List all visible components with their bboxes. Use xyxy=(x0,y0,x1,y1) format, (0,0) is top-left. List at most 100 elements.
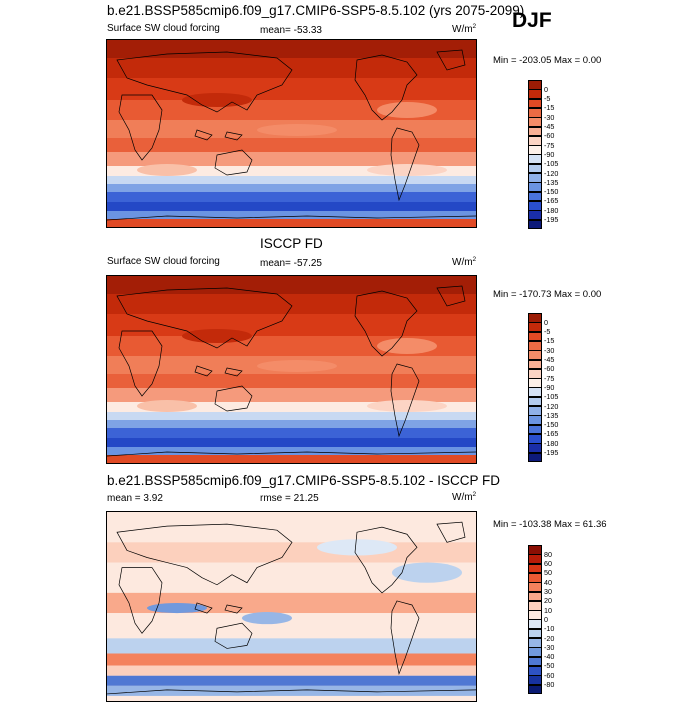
field-band xyxy=(107,402,476,412)
colorbar-tick-label: -15 xyxy=(544,103,555,113)
coastline xyxy=(436,285,466,307)
coastline xyxy=(116,523,293,586)
diff-units-label: W/m2 xyxy=(452,491,477,503)
colorbar-box xyxy=(528,582,542,592)
field-band xyxy=(107,685,476,696)
colorbar-tick-label: -30 xyxy=(544,112,555,122)
obs-map xyxy=(106,275,477,464)
colorbar-tick-label: -135 xyxy=(544,177,559,187)
field-band xyxy=(107,388,476,402)
field-band xyxy=(107,184,476,192)
colorbar-box xyxy=(528,163,542,174)
colorbar-tick-label: -165 xyxy=(544,196,559,206)
obs-panel-title: ISCCP FD xyxy=(260,236,323,251)
coastline xyxy=(214,385,253,412)
colorbar-tick-label: -5 xyxy=(544,94,551,104)
colorbar-tick-label: 50 xyxy=(544,568,552,578)
field-band xyxy=(107,428,476,438)
coastline xyxy=(214,149,253,176)
field-patch xyxy=(137,164,197,176)
field-band xyxy=(107,166,476,176)
diff-rmse-label: rmse = 21.25 xyxy=(260,493,319,504)
colorbar-tick-label: -45 xyxy=(544,122,555,131)
obs-variable-label: Surface SW cloud forcing xyxy=(107,256,220,267)
colorbar-tick-label: 30 xyxy=(544,587,552,596)
colorbar-tick-label: -150 xyxy=(544,420,559,430)
field-band xyxy=(107,695,476,701)
model-minmax-label: Min = -203.05 Max = 0.00 xyxy=(493,55,602,66)
diff-panel-title: b.e21.BSSP585cmip6.f09_g17.CMIP6-SSP5-8.… xyxy=(107,473,500,488)
colorbar-tick-label: -135 xyxy=(544,410,559,420)
colorbar-tick-label: -5 xyxy=(544,327,551,337)
colorbar-box xyxy=(528,219,542,230)
field-patch xyxy=(367,400,447,412)
coastline xyxy=(107,451,476,457)
coastline xyxy=(354,290,418,357)
colorbar-tick-label: 0 xyxy=(544,614,548,624)
colorbar-tick-label: -60 xyxy=(544,670,555,680)
field-band xyxy=(107,219,476,227)
colorbar-tick-label: 80 xyxy=(544,549,552,559)
colorbar-tick-label: -120 xyxy=(544,401,559,411)
coastline xyxy=(436,521,466,543)
colorbar-tick-label: 20 xyxy=(544,596,552,606)
colorbar-tick-label: -150 xyxy=(544,187,559,197)
colorbar-tick-label: 0 xyxy=(544,84,548,94)
coastline xyxy=(194,129,213,141)
field-patch xyxy=(137,400,197,412)
colorbar-tick-label: 40 xyxy=(544,577,552,587)
field-patch xyxy=(377,338,437,354)
coastline xyxy=(116,51,293,113)
coastline xyxy=(390,600,420,675)
field-band xyxy=(107,192,476,202)
coastline xyxy=(107,215,476,221)
coastline xyxy=(116,287,293,349)
field-band xyxy=(107,211,476,219)
colorbar-box xyxy=(528,350,542,360)
field-band xyxy=(107,176,476,184)
diff-map xyxy=(106,511,477,702)
field-band xyxy=(107,152,476,166)
colorbar-tick-label: -105 xyxy=(544,392,559,402)
field-band xyxy=(107,374,476,388)
colorbar-box xyxy=(528,210,542,220)
coastline xyxy=(436,49,466,71)
obs-units-label: W/m2 xyxy=(452,256,477,268)
field-patch xyxy=(242,612,292,625)
colorbar-tick-label: -75 xyxy=(544,140,555,150)
field-band xyxy=(107,512,476,543)
colorbar-tick-label: -180 xyxy=(544,205,559,215)
field-patch xyxy=(367,164,447,176)
coastline xyxy=(214,622,253,649)
field-band xyxy=(107,202,476,211)
field-patch xyxy=(392,562,462,583)
field-band xyxy=(107,138,476,152)
colorbar-box xyxy=(528,628,542,639)
field-patch xyxy=(182,93,252,107)
coastline xyxy=(194,602,213,614)
colorbar-tick-label: -45 xyxy=(544,355,555,364)
field-patch xyxy=(257,360,337,372)
field-patch xyxy=(257,124,337,136)
field-band xyxy=(107,455,476,463)
field-patch xyxy=(377,102,437,118)
model-map xyxy=(106,39,477,228)
field-patch xyxy=(182,329,252,343)
season-label: DJF xyxy=(512,9,552,32)
coastline xyxy=(354,526,418,594)
coastline xyxy=(224,131,243,141)
colorbar-box xyxy=(528,684,542,695)
colorbar-tick-label: -195 xyxy=(544,215,559,224)
colorbar-tick-label: -120 xyxy=(544,168,559,178)
colorbar-tick-label: -165 xyxy=(544,429,559,439)
colorbar-box xyxy=(528,452,542,463)
field-band xyxy=(107,294,476,314)
colorbar-tick-label: -180 xyxy=(544,438,559,448)
colorbar-tick-label: 10 xyxy=(544,605,552,615)
colorbar-box xyxy=(528,675,542,685)
model-mean-label: mean= -53.33 xyxy=(260,25,322,36)
field-band xyxy=(107,420,476,428)
coastline xyxy=(390,363,420,438)
field-band xyxy=(107,58,476,78)
field-band xyxy=(107,675,476,686)
